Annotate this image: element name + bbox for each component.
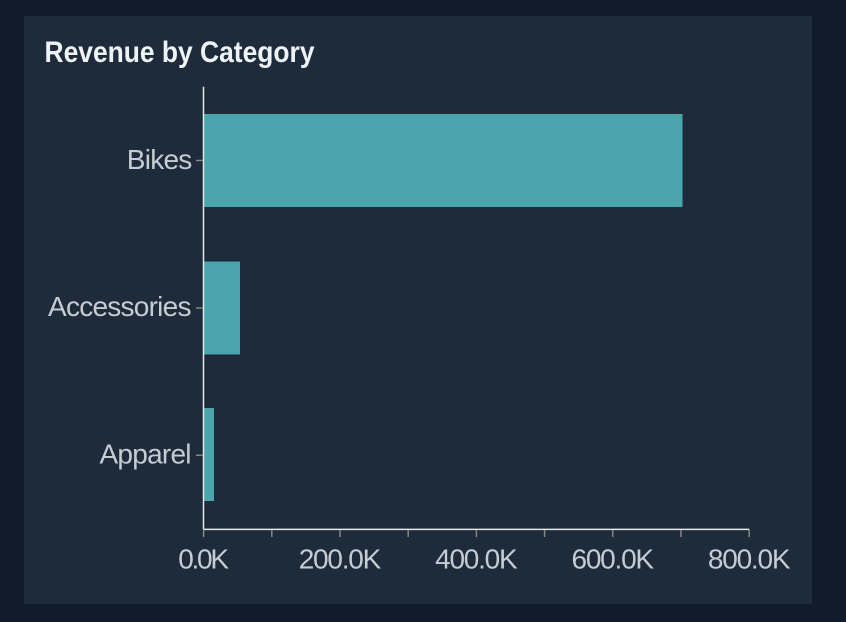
svg-text:Apparel: Apparel <box>100 438 192 469</box>
svg-text:400.0K: 400.0K <box>435 544 518 575</box>
svg-text:Accessories: Accessories <box>48 291 192 322</box>
svg-text:Bikes: Bikes <box>127 144 193 175</box>
svg-text:200.0K: 200.0K <box>299 544 382 575</box>
svg-text:Revenue by Category: Revenue by Category <box>45 36 316 69</box>
svg-text:800.0K: 800.0K <box>708 544 791 575</box>
svg-text:0.0K: 0.0K <box>178 544 229 575</box>
svg-text:600.0K: 600.0K <box>572 544 655 575</box>
